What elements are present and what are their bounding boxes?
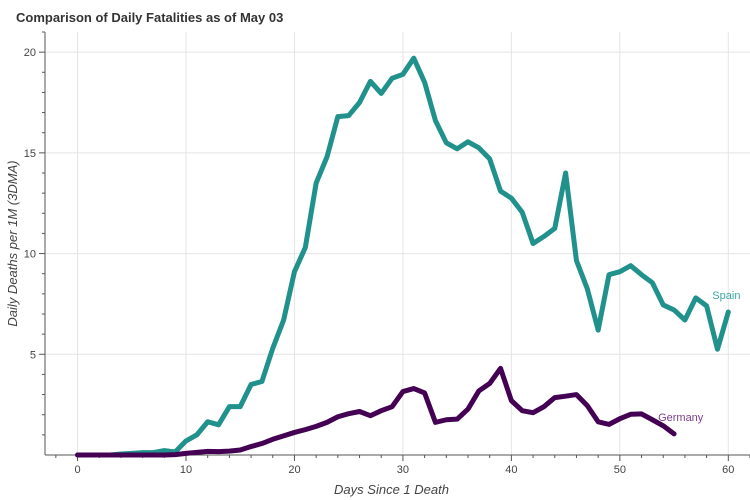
series-label-spain: Spain [712,290,740,302]
grid [45,32,750,455]
y-tick-label: 10 [24,249,36,261]
x-tick-label: 40 [505,464,517,476]
y-axis-title: Daily Deaths per 1M (3DMA) [5,160,20,326]
y-tick-label: 20 [24,47,36,59]
y-tick-label: 5 [30,349,36,361]
series-layer: Spain Germany [75,55,740,458]
chart-title: Comparison of Daily Fatalities as of May… [16,10,283,25]
x-tick-label: 50 [614,464,626,476]
series-label-germany: Germany [658,412,704,424]
x-tick-label: 20 [288,464,300,476]
x-tick-label: 10 [180,464,192,476]
y-tick-label: 15 [24,148,36,160]
x-tick-label: 0 [74,464,80,476]
x-tick-label: 60 [722,464,734,476]
x-tick-label: 30 [397,464,409,476]
series-line-spain [75,55,731,458]
x-axis-title: Days Since 1 Death [334,482,449,497]
series-line-germany [75,365,677,458]
